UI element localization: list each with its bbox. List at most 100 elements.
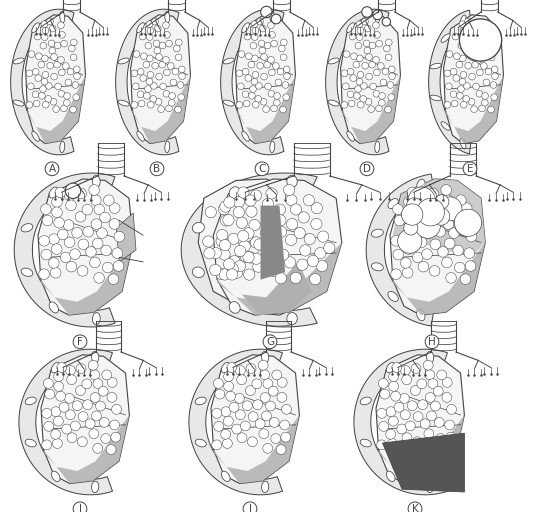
Circle shape — [343, 51, 350, 57]
Circle shape — [224, 372, 233, 381]
Circle shape — [158, 106, 164, 113]
Circle shape — [317, 231, 329, 242]
Circle shape — [248, 93, 255, 99]
Circle shape — [378, 62, 384, 69]
Circle shape — [85, 419, 95, 429]
Circle shape — [51, 430, 61, 439]
Circle shape — [353, 93, 360, 99]
Circle shape — [71, 421, 80, 431]
Circle shape — [52, 207, 62, 218]
Circle shape — [76, 188, 87, 199]
Circle shape — [220, 201, 231, 212]
Circle shape — [386, 430, 396, 439]
Circle shape — [155, 25, 161, 32]
Ellipse shape — [388, 199, 399, 208]
Circle shape — [227, 263, 238, 274]
Circle shape — [73, 73, 81, 80]
Polygon shape — [14, 173, 115, 327]
Circle shape — [436, 434, 445, 443]
Circle shape — [350, 75, 357, 81]
Circle shape — [466, 40, 473, 47]
Circle shape — [45, 96, 51, 102]
Circle shape — [59, 32, 65, 38]
Ellipse shape — [13, 58, 24, 64]
Circle shape — [257, 18, 263, 25]
Ellipse shape — [223, 100, 234, 106]
Circle shape — [32, 91, 39, 98]
Circle shape — [256, 82, 262, 89]
Circle shape — [315, 247, 326, 259]
Circle shape — [280, 39, 287, 46]
Circle shape — [438, 247, 448, 257]
Circle shape — [268, 69, 275, 76]
Circle shape — [212, 440, 221, 450]
Circle shape — [72, 81, 79, 88]
Circle shape — [28, 51, 35, 57]
Circle shape — [168, 99, 175, 106]
Ellipse shape — [223, 58, 234, 64]
Circle shape — [374, 69, 380, 76]
Circle shape — [438, 197, 462, 221]
Circle shape — [250, 237, 262, 248]
Circle shape — [454, 209, 481, 237]
Circle shape — [252, 379, 262, 389]
Circle shape — [166, 40, 172, 47]
Circle shape — [271, 40, 278, 47]
Circle shape — [357, 71, 364, 78]
Ellipse shape — [386, 471, 395, 481]
Circle shape — [261, 227, 272, 239]
Circle shape — [67, 375, 77, 385]
Circle shape — [243, 251, 254, 263]
Circle shape — [39, 93, 45, 99]
Circle shape — [357, 101, 364, 108]
Circle shape — [393, 249, 404, 260]
Circle shape — [476, 91, 483, 97]
Circle shape — [268, 91, 275, 97]
Polygon shape — [198, 179, 315, 315]
Polygon shape — [379, 415, 464, 484]
Circle shape — [78, 239, 89, 250]
Circle shape — [469, 54, 475, 60]
Circle shape — [377, 409, 387, 418]
Ellipse shape — [386, 362, 395, 373]
Circle shape — [480, 62, 487, 69]
Circle shape — [376, 105, 383, 112]
Circle shape — [231, 267, 243, 279]
Ellipse shape — [221, 362, 230, 373]
Circle shape — [252, 71, 259, 78]
Circle shape — [452, 33, 459, 40]
Circle shape — [95, 401, 105, 411]
Circle shape — [310, 273, 321, 285]
Circle shape — [153, 40, 160, 47]
Circle shape — [373, 56, 379, 63]
Circle shape — [277, 392, 287, 402]
Circle shape — [38, 61, 45, 68]
Circle shape — [221, 430, 231, 439]
Circle shape — [389, 73, 395, 80]
Circle shape — [57, 56, 65, 63]
Circle shape — [68, 45, 75, 52]
Circle shape — [133, 51, 140, 57]
Circle shape — [144, 93, 150, 99]
Circle shape — [253, 400, 263, 410]
Ellipse shape — [430, 95, 441, 101]
Circle shape — [156, 73, 162, 80]
Circle shape — [348, 100, 355, 107]
Ellipse shape — [360, 439, 371, 447]
Circle shape — [490, 81, 497, 88]
Circle shape — [238, 187, 249, 198]
Circle shape — [443, 219, 454, 229]
Circle shape — [268, 386, 278, 396]
Circle shape — [468, 98, 475, 105]
Circle shape — [42, 71, 49, 78]
Ellipse shape — [229, 302, 240, 313]
Circle shape — [263, 106, 269, 113]
Circle shape — [258, 40, 265, 47]
Circle shape — [420, 419, 430, 429]
Circle shape — [107, 392, 117, 402]
Circle shape — [172, 68, 179, 75]
Circle shape — [400, 393, 409, 403]
Circle shape — [360, 96, 367, 102]
Ellipse shape — [427, 481, 434, 493]
Circle shape — [70, 54, 77, 61]
